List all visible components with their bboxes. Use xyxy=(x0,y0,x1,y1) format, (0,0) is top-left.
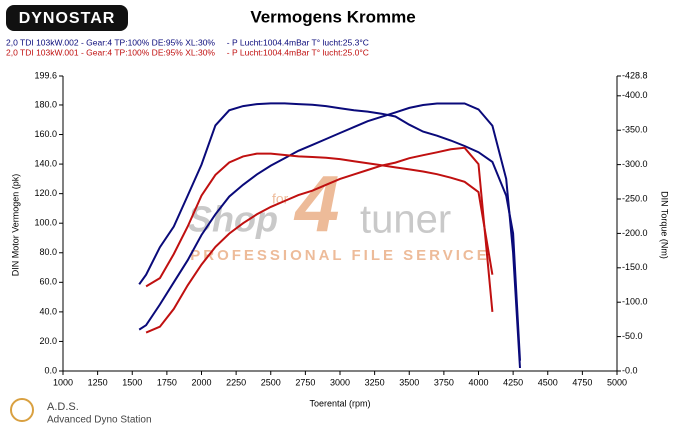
watermark-text: for xyxy=(272,191,289,207)
y2-tick-label: -0.0 xyxy=(622,365,638,375)
x-tick-label: 4000 xyxy=(468,377,488,387)
footer-icon xyxy=(10,398,34,422)
footer-subtitle: Advanced Dyno Station xyxy=(47,415,152,426)
x-axis-label: Toerental (rpm) xyxy=(309,398,370,408)
watermark-text: 4 xyxy=(293,159,340,248)
logo-box xyxy=(6,5,128,31)
x-tick-label: 4750 xyxy=(572,377,592,387)
x-tick-label: 1750 xyxy=(157,377,177,387)
power-line xyxy=(145,146,494,334)
chart-title: Vermogens Kromme xyxy=(250,7,415,26)
y2-tick-label: -250.0 xyxy=(622,193,648,203)
x-tick-label: 5000 xyxy=(607,377,627,387)
x-tick-label: 3500 xyxy=(399,377,419,387)
power-line xyxy=(138,102,521,369)
y-tick-label: 199.6 xyxy=(34,70,57,80)
x-tick-label: 4500 xyxy=(538,377,558,387)
y-tick-label: 0.0 xyxy=(44,365,57,375)
footer-brand: A.D.S. xyxy=(47,401,79,413)
x-tick-label: 2000 xyxy=(191,377,211,387)
y-tick-label: 180.0 xyxy=(34,99,57,109)
x-tick-label: 3250 xyxy=(365,377,385,387)
logo: DYNOSTAR xyxy=(19,10,116,27)
x-tick-label: 1000 xyxy=(53,377,73,387)
watermark-text: PROFESSIONAL FILE SERVICE xyxy=(190,247,490,264)
y-tick-label: 100.0 xyxy=(34,218,57,228)
y-tick-label: 40.0 xyxy=(39,306,57,316)
y2-tick-label: -150.0 xyxy=(622,262,648,272)
x-tick-label: 2250 xyxy=(226,377,246,387)
y2-tick-label: -300.0 xyxy=(622,159,648,169)
x-tick-label: 3000 xyxy=(330,377,350,387)
x-tick-label: 2500 xyxy=(261,377,281,387)
watermark: Shop for 4 tuner PROFESSIONAL FILE SERVI… xyxy=(188,159,490,264)
y2-tick-label: -100.0 xyxy=(622,297,648,307)
x-tick-label: 4250 xyxy=(503,377,523,387)
watermark-text: tuner xyxy=(360,198,451,242)
y-axis-label: DIN Motor Vermogen (pk) xyxy=(10,174,20,277)
y2-tick-label: -400.0 xyxy=(622,90,648,100)
x-tick-label: 3750 xyxy=(434,377,454,387)
legend-entry: 2,0 TDI 103kW.002 - Gear:4 TP:100% DE:95… xyxy=(6,37,369,47)
x-tick-label: 1250 xyxy=(88,377,108,387)
y2-tick-label: -428.8 xyxy=(622,70,648,80)
y2-tick-label: -200.0 xyxy=(622,228,648,238)
y2-tick-label: -350.0 xyxy=(622,125,648,135)
y-tick-label: 140.0 xyxy=(34,158,57,168)
y-tick-label: 160.0 xyxy=(34,129,57,139)
y-tick-label: 120.0 xyxy=(34,188,57,198)
y-tick-label: 20.0 xyxy=(39,336,57,346)
torque-line xyxy=(138,102,521,361)
y2-tick-label: -50.0 xyxy=(622,331,643,341)
y-tick-label: 60.0 xyxy=(39,277,57,287)
legend-entry: 2,0 TDI 103kW.001 - Gear:4 TP:100% DE:95… xyxy=(6,47,369,57)
torque-line xyxy=(145,152,494,288)
y2-axis-label: DIN Torque (Nm) xyxy=(660,191,670,259)
x-tick-label: 1500 xyxy=(122,377,142,387)
y-tick-label: 80.0 xyxy=(39,247,57,257)
x-tick-label: 2750 xyxy=(295,377,315,387)
